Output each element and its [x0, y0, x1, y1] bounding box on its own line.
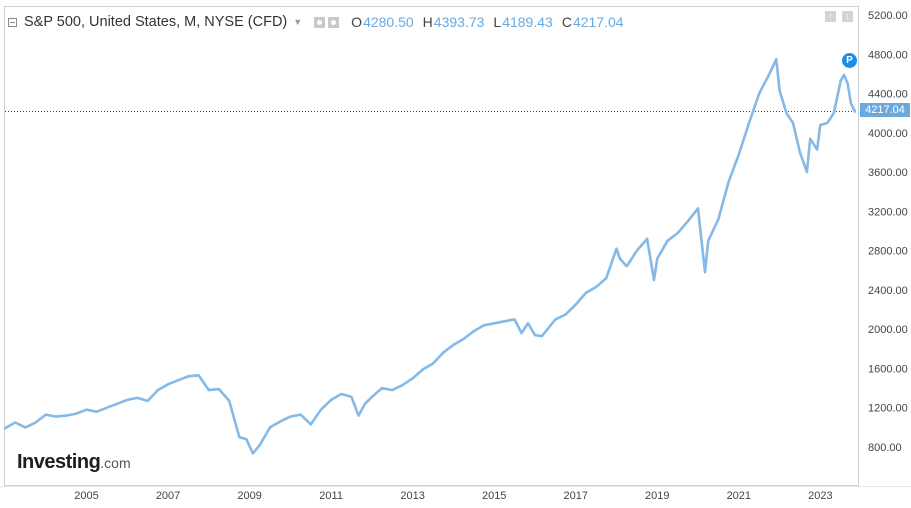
open-value: O4280.50 [351, 14, 414, 30]
y-tick-label: 1200.00 [868, 403, 908, 415]
collapse-icon[interactable] [8, 17, 17, 27]
investing-logo: Investing .com [17, 451, 131, 474]
x-tick-label: 2017 [564, 490, 588, 502]
y-tick-label: 2000.00 [868, 324, 908, 336]
format-icon[interactable] [328, 16, 340, 28]
y-tick-label: 4400.00 [868, 89, 908, 101]
series-line-sp500 [3, 57, 857, 455]
x-axis-line [0, 486, 911, 487]
x-tick-label: 2023 [808, 490, 832, 502]
y-tick-label: 800.00 [868, 442, 902, 454]
y-tick-label: 5200.00 [868, 10, 908, 22]
x-tick-label: 2021 [727, 490, 751, 502]
settings-icon[interactable] [314, 16, 326, 28]
y-tick-label: 4000.00 [868, 128, 908, 140]
logo-domain: .com [100, 455, 131, 471]
chevron-down-icon[interactable]: ▼ [293, 17, 303, 27]
y-tick-label: 3200.00 [868, 206, 908, 218]
event-marker-badge[interactable]: P [842, 53, 857, 68]
down-arrow-icon[interactable]: ↓ [842, 11, 853, 22]
y-axis: 800.00 1200.00 1600.00 2000.00 2400.00 2800.0… [868, 10, 908, 454]
instrument-title: S&P 500, United States, M, NYSE (CFD) [24, 14, 288, 30]
close-value: C4217.04 [561, 14, 624, 30]
low-value: L4189.43 [493, 14, 553, 30]
up-arrow-icon[interactable]: ↑ [825, 11, 836, 22]
y-tick-label: 2800.00 [868, 246, 908, 258]
x-tick-label: 2005 [74, 490, 98, 502]
last-price-label: 4217.04 [860, 103, 910, 117]
plot-area[interactable] [4, 6, 859, 486]
chart-header: S&P 500, United States, M, NYSE (CFD) ▼ … [8, 12, 624, 32]
x-tick-label: 2015 [482, 490, 506, 502]
y-tick-label: 2400.00 [868, 285, 908, 297]
x-tick-label: 2019 [645, 490, 669, 502]
y-tick-label: 4800.00 [868, 49, 908, 61]
logo-wordmark: Investing [17, 451, 101, 473]
y-tick-label: 3600.00 [868, 167, 908, 179]
x-tick-label: 2013 [400, 490, 424, 502]
x-tick-label: 2007 [156, 490, 180, 502]
x-axis: 2005 2007 2009 2011 2013 2015 2017 2019 2021 2023 [74, 490, 832, 502]
y-tick-label: 1600.00 [868, 363, 908, 375]
x-tick-label: 2011 [319, 490, 343, 502]
high-value: H4393.73 [422, 14, 485, 30]
x-tick-label: 2009 [237, 490, 261, 502]
